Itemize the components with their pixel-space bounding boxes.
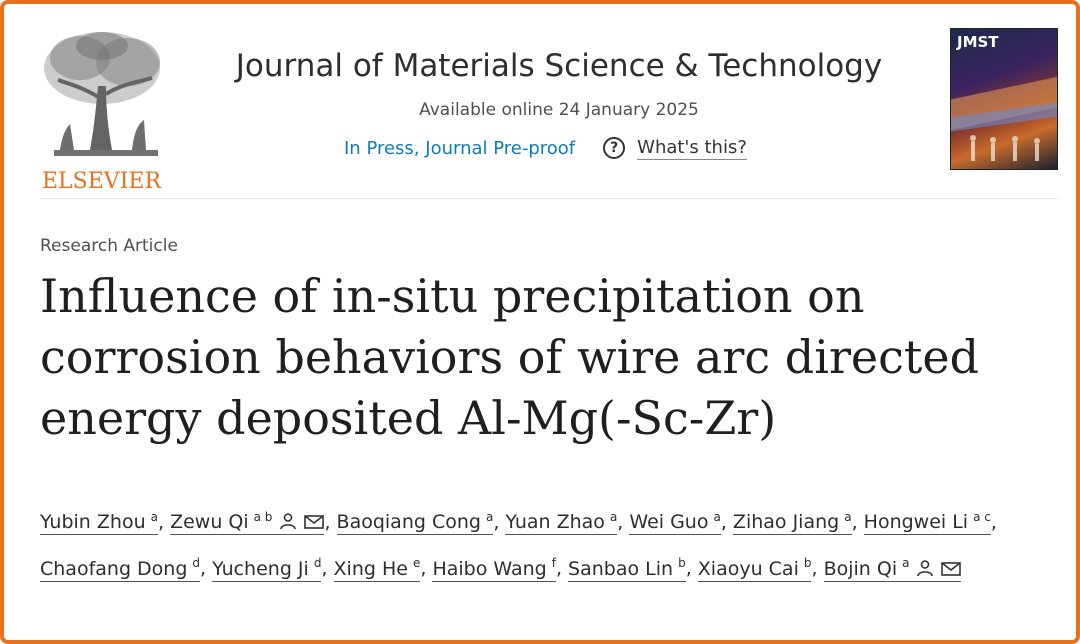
- affiliation-marker: a: [609, 510, 618, 524]
- author-name: Baoqiang Cong: [336, 511, 481, 534]
- author-name: Zewu Qi: [170, 511, 249, 534]
- affiliation-marker: f: [551, 556, 556, 571]
- author-separator: ,: [420, 557, 433, 580]
- affiliation-marker: a c: [973, 510, 991, 524]
- author-link[interactable]: Yucheng Ji d: [212, 556, 322, 582]
- author-link[interactable]: Zihao Jiang a: [732, 510, 852, 536]
- availability-date: Available online 24 January 2025: [419, 100, 699, 120]
- author-name: Xing He: [333, 557, 408, 580]
- author-link[interactable]: Bojin Qi a: [823, 556, 962, 582]
- author-separator: ,: [617, 511, 630, 534]
- author-name: Hongwei Li: [863, 511, 969, 534]
- author-link[interactable]: Chaofang Dong d: [40, 556, 201, 582]
- author-separator: ,: [200, 557, 213, 580]
- status-row: In Press, Journal Pre-proof ? What's thi…: [344, 134, 747, 162]
- author-list: Yubin Zhou a, Zewu Qi a b, Baoqiang Cong a,…: [40, 498, 1050, 591]
- affiliation-marker: e: [412, 556, 421, 571]
- person-icon[interactable]: [279, 505, 297, 544]
- author-link[interactable]: Yubin Zhou a: [40, 510, 158, 536]
- affiliation-marker: b: [678, 556, 686, 571]
- author-name: Bojin Qi: [823, 557, 898, 580]
- envelope-icon[interactable]: [941, 552, 962, 591]
- author-name: Sanbao Lin: [568, 557, 674, 580]
- author-link[interactable]: Haibo Wang f: [432, 556, 556, 582]
- article-type: Research Article: [40, 236, 178, 256]
- affiliation-marker: a: [485, 510, 494, 524]
- affiliation-marker: b: [803, 556, 812, 571]
- journal-title[interactable]: Journal of Materials Science & Technolog…: [235, 48, 883, 84]
- elsevier-logo[interactable]: ELSEVIER: [40, 28, 170, 194]
- article-title: Influence of in-situ precipitation on co…: [40, 269, 980, 445]
- author-link[interactable]: Hongwei Li a c: [863, 510, 991, 536]
- author-separator: ,: [324, 511, 337, 534]
- author-name: Yucheng Ji: [212, 557, 309, 580]
- affiliation-marker: a b: [253, 510, 273, 524]
- author-separator: ,: [851, 511, 864, 534]
- author-name: Xiaoyu Cai: [697, 557, 799, 580]
- author-separator: ,: [685, 557, 698, 580]
- author-separator: ,: [157, 511, 171, 534]
- cover-title: JMST: [957, 33, 999, 51]
- header-divider: [40, 198, 1058, 199]
- author-separator: ,: [811, 557, 824, 580]
- affiliation-marker: a: [713, 510, 721, 524]
- author-name: Chaofang Dong: [40, 557, 188, 580]
- person-icon[interactable]: [916, 552, 934, 591]
- author-name: Wei Guo: [629, 511, 709, 534]
- affiliation-marker: a: [902, 556, 910, 571]
- tree-of-knowledge-icon: [44, 32, 160, 156]
- affiliation-marker: a: [150, 510, 158, 524]
- author-separator: ,: [321, 557, 334, 580]
- author-link[interactable]: Xing He e: [333, 556, 421, 582]
- affiliation-marker: d: [192, 556, 201, 571]
- envelope-icon[interactable]: [304, 505, 325, 544]
- author-name: Zihao Jiang: [732, 511, 840, 534]
- author-link[interactable]: Sanbao Lin b: [568, 556, 686, 582]
- author-separator: ,: [990, 511, 997, 534]
- cover-figures-icon: [970, 135, 1040, 161]
- question-circle-icon[interactable]: ?: [603, 137, 626, 159]
- author-name: Yuan Zhao: [505, 511, 605, 534]
- author-name: Haibo Wang: [432, 557, 547, 580]
- elsevier-wordmark: ELSEVIER: [42, 169, 162, 194]
- author-link[interactable]: Yuan Zhao a: [505, 510, 618, 536]
- author-separator: ,: [720, 511, 733, 534]
- author-link[interactable]: Xiaoyu Cai b: [697, 556, 812, 582]
- in-press-link[interactable]: In Press, Journal Pre-proof: [344, 137, 576, 159]
- author-link[interactable]: Baoqiang Cong a: [336, 510, 494, 536]
- author-separator: ,: [555, 557, 569, 580]
- author-separator: ,: [493, 511, 506, 534]
- affiliation-marker: a: [844, 510, 852, 524]
- author-name: Yubin Zhou: [40, 511, 146, 534]
- journal-cover-thumbnail[interactable]: JMST: [950, 28, 1058, 170]
- author-link[interactable]: Wei Guo a: [629, 510, 721, 536]
- author-link[interactable]: Zewu Qi a b: [170, 510, 325, 536]
- affiliation-marker: d: [313, 556, 322, 571]
- whats-this-link[interactable]: What's this?: [637, 136, 747, 160]
